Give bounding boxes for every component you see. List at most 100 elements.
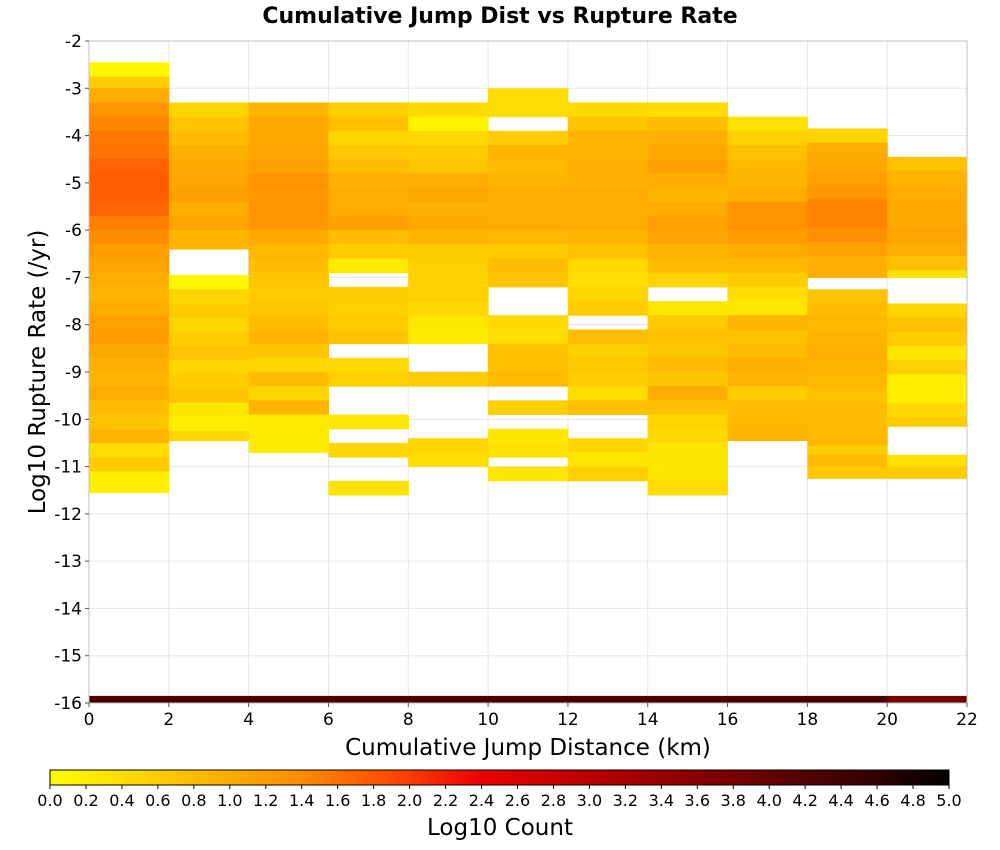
heatmap-cell xyxy=(807,303,888,319)
heatmap-cell xyxy=(567,173,649,189)
heatmap-cell xyxy=(408,102,489,118)
heatmap-cell xyxy=(168,431,250,442)
colorbar-tick-label: 4.6 xyxy=(864,791,889,810)
heatmap-cell xyxy=(567,272,649,288)
heatmap-cell xyxy=(567,400,649,416)
colorbar-tick-label: 0.4 xyxy=(109,791,134,810)
heatmap-cell xyxy=(807,289,888,304)
x-axis-ticks: 0 2 4 6 8 10 12 14 16 18 20 22 xyxy=(84,703,978,730)
heatmap-cell xyxy=(567,357,649,373)
heatmap-cell xyxy=(168,201,250,217)
heatmap-cell xyxy=(727,695,808,704)
heatmap-cell xyxy=(248,145,329,160)
heatmap-cell xyxy=(89,145,170,160)
heatmap-cell xyxy=(647,400,729,416)
heatmap-cell xyxy=(488,88,569,103)
heatmap-cell xyxy=(647,130,729,146)
heatmap-cell xyxy=(328,173,409,189)
heatmap-cell xyxy=(488,400,569,416)
y-tick-label: -14 xyxy=(54,599,82,619)
heatmap-cell xyxy=(807,199,888,215)
y-tick-label: -4 xyxy=(65,127,82,147)
heatmap-cell xyxy=(408,215,489,231)
heatmap-cell xyxy=(168,695,250,704)
x-tick-label: 0 xyxy=(84,710,95,730)
heatmap-cell xyxy=(89,471,170,494)
x-tick-label: 10 xyxy=(477,710,499,730)
colorbar-tick-label: 2.0 xyxy=(397,791,422,810)
heatmap-cell xyxy=(488,201,569,217)
heatmap-cell xyxy=(168,145,250,160)
heatmap-cell xyxy=(647,442,729,482)
heatmap-cell xyxy=(328,414,409,430)
heatmap-cell xyxy=(248,130,329,146)
heatmap-cell xyxy=(408,372,489,387)
heatmap-cell xyxy=(408,286,489,302)
heatmap-cell xyxy=(727,130,808,146)
heatmap-cell xyxy=(567,438,649,453)
heatmap-cell xyxy=(727,428,808,442)
heatmap-cell xyxy=(647,116,729,132)
heatmap-cell xyxy=(248,386,329,401)
heatmap-cell xyxy=(89,315,170,330)
heatmap-cell xyxy=(807,345,888,361)
heatmap-cell xyxy=(168,402,250,418)
y-axis-ticks: -2 -3 -4 -5 -6 -7 -8 -9 -10 -11 -12 -13 -14 -15 -16 xyxy=(54,32,89,714)
heatmap-cell xyxy=(248,159,329,174)
heatmap-cell xyxy=(248,230,329,245)
heatmap-cell xyxy=(408,130,489,146)
heatmap-cell xyxy=(887,270,968,278)
heatmap-cell xyxy=(488,315,569,330)
heatmap-cell xyxy=(168,360,250,375)
heatmap-cell xyxy=(567,695,649,704)
heatmap-cell xyxy=(408,145,489,160)
heatmap-cell xyxy=(727,159,808,174)
heatmap-cell xyxy=(89,102,170,118)
y-axis-title: Log10 Rupture Rate (/yr) xyxy=(25,230,51,515)
heatmap-cell xyxy=(89,201,170,217)
heatmap-cell xyxy=(168,215,250,231)
heatmap-cell xyxy=(647,329,729,345)
heatmap-cell xyxy=(89,272,170,288)
heatmap-cell xyxy=(647,244,729,260)
heatmap-cell xyxy=(488,187,569,203)
colorbar-tick-label: 4.8 xyxy=(900,791,925,810)
colorbar-tick-label: 3.6 xyxy=(685,791,710,810)
heatmap-cell xyxy=(89,244,170,260)
colorbar xyxy=(49,769,950,786)
heatmap-cell xyxy=(647,215,729,231)
colorbar-tick-label: 2.4 xyxy=(469,791,494,810)
heatmap-cell xyxy=(727,258,808,274)
heatmap-cell xyxy=(328,695,409,704)
colorbar-tick-label: 1.2 xyxy=(253,791,278,810)
heatmap-cell xyxy=(488,272,569,288)
heatmap-cell xyxy=(408,695,489,704)
colorbar-tick-label: 1.4 xyxy=(289,791,314,810)
heatmap-cell xyxy=(567,258,649,274)
heatmap-cell xyxy=(328,215,409,231)
heatmap-cell xyxy=(168,374,250,390)
y-tick-label: -8 xyxy=(65,316,82,336)
colorbar-tick-label: 4.4 xyxy=(828,791,853,810)
heatmap-cell xyxy=(887,227,968,243)
heatmap-cell xyxy=(168,230,250,250)
heatmap-cell xyxy=(807,142,888,158)
heatmap-cell xyxy=(647,315,729,330)
heatmap-cell xyxy=(567,244,649,260)
heatmap-cell xyxy=(328,480,409,496)
x-tick-label: 14 xyxy=(637,710,659,730)
heatmap-cell xyxy=(328,357,409,373)
colorbar-tick-label: 3.0 xyxy=(577,791,602,810)
heatmap-cell xyxy=(328,201,409,217)
heatmap-cell xyxy=(168,130,250,146)
heatmap-cell xyxy=(807,185,888,200)
heatmap-cell xyxy=(168,331,250,347)
y-tick-label: -13 xyxy=(54,552,82,572)
colorbar-tick-label: 3.8 xyxy=(721,791,746,810)
heatmap-cell xyxy=(807,466,888,479)
heatmap-cell xyxy=(168,416,250,432)
colorbar-tick-label: 5.0 xyxy=(936,791,961,810)
heatmap-cell xyxy=(248,414,329,453)
heatmap-cell xyxy=(488,372,569,387)
